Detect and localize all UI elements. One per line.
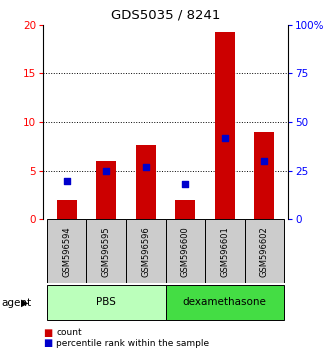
Text: ■: ■ xyxy=(43,338,52,348)
Text: agent: agent xyxy=(2,298,32,308)
Text: GSM596602: GSM596602 xyxy=(260,226,269,277)
Bar xyxy=(86,219,126,283)
Text: percentile rank within the sample: percentile rank within the sample xyxy=(56,339,210,348)
Point xyxy=(143,164,148,170)
Text: GSM596594: GSM596594 xyxy=(62,226,71,277)
Bar xyxy=(126,219,166,283)
Point xyxy=(261,158,267,164)
Point xyxy=(222,135,227,141)
Text: GSM596596: GSM596596 xyxy=(141,226,150,277)
Point xyxy=(104,168,109,173)
Point xyxy=(183,182,188,187)
Bar xyxy=(136,144,156,219)
Bar xyxy=(47,285,166,320)
Text: ■: ■ xyxy=(43,328,52,338)
Bar xyxy=(166,219,205,283)
Text: GSM596595: GSM596595 xyxy=(102,226,111,277)
Text: GSM596600: GSM596600 xyxy=(181,226,190,277)
Bar xyxy=(205,219,245,283)
Bar xyxy=(175,200,195,219)
Bar xyxy=(255,132,274,219)
Bar xyxy=(47,219,86,283)
Text: ▶: ▶ xyxy=(21,298,28,308)
Text: GDS5035 / 8241: GDS5035 / 8241 xyxy=(111,9,220,22)
Bar xyxy=(245,219,284,283)
Point xyxy=(64,178,70,183)
Text: PBS: PBS xyxy=(96,297,116,307)
Bar xyxy=(57,200,76,219)
Text: count: count xyxy=(56,328,82,337)
Bar xyxy=(215,32,235,219)
Bar xyxy=(96,161,116,219)
Bar xyxy=(166,285,284,320)
Text: dexamethasone: dexamethasone xyxy=(183,297,267,307)
Text: GSM596601: GSM596601 xyxy=(220,226,229,277)
